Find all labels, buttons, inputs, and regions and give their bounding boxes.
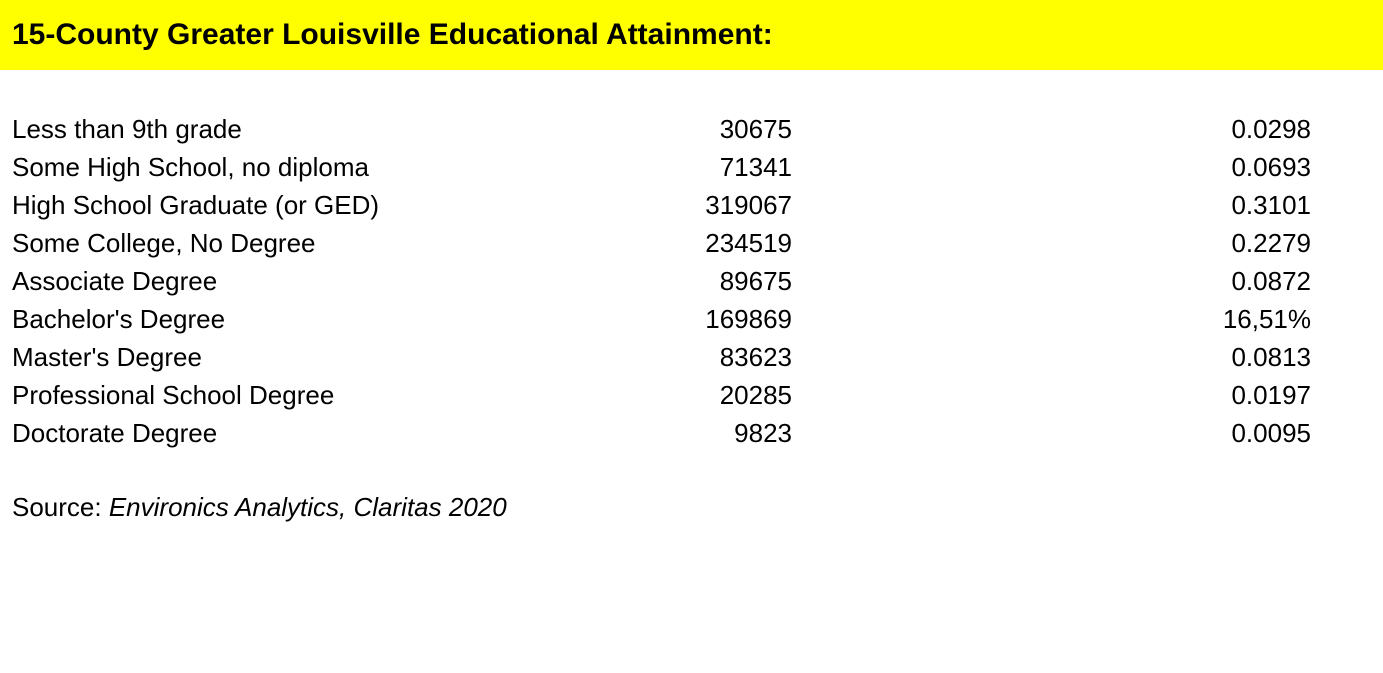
row-label: Associate Degree	[12, 266, 492, 297]
row-label: Bachelor's Degree	[12, 304, 492, 335]
row-label: Less than 9th grade	[12, 114, 492, 145]
educational-attainment-table: Less than 9th grade 30675 0.0298 Some Hi…	[12, 110, 1371, 452]
row-count: 71341	[492, 152, 792, 183]
row-label: Some College, No Degree	[12, 228, 492, 259]
table-row: Associate Degree 89675 0.0872	[12, 262, 1371, 300]
row-percentage: 0.0693	[792, 152, 1371, 183]
table-row: Doctorate Degree 9823 0.0095	[12, 414, 1371, 452]
row-label: Professional School Degree	[12, 380, 492, 411]
row-percentage: 0.3101	[792, 190, 1371, 221]
row-percentage: 0.0095	[792, 418, 1371, 449]
row-count: 89675	[492, 266, 792, 297]
header-bar: 15-County Greater Louisville Educational…	[0, 0, 1383, 70]
row-percentage: 0.0197	[792, 380, 1371, 411]
row-label: High School Graduate (or GED)	[12, 190, 492, 221]
row-percentage: 0.0298	[792, 114, 1371, 145]
table-row: Less than 9th grade 30675 0.0298	[12, 110, 1371, 148]
source-citation: Source: Environics Analytics, Claritas 2…	[0, 452, 1383, 523]
row-count: 169869	[492, 304, 792, 335]
table-row: Master's Degree 83623 0.0813	[12, 338, 1371, 376]
row-label: Some High School, no diploma	[12, 152, 492, 183]
row-percentage: 16,51%	[792, 304, 1371, 335]
table-row: Some College, No Degree 234519 0.2279	[12, 224, 1371, 262]
row-count: 9823	[492, 418, 792, 449]
row-percentage: 0.0872	[792, 266, 1371, 297]
row-percentage: 0.0813	[792, 342, 1371, 373]
table-row: Professional School Degree 20285 0.0197	[12, 376, 1371, 414]
source-text: Environics Analytics, Claritas 2020	[109, 492, 507, 522]
page-title: 15-County Greater Louisville Educational…	[12, 18, 1371, 52]
row-percentage: 0.2279	[792, 228, 1371, 259]
row-count: 83623	[492, 342, 792, 373]
row-count: 319067	[492, 190, 792, 221]
table-row: Some High School, no diploma 71341 0.069…	[12, 148, 1371, 186]
row-count: 20285	[492, 380, 792, 411]
table-container: Less than 9th grade 30675 0.0298 Some Hi…	[0, 70, 1383, 452]
table-row: Bachelor's Degree 169869 16,51%	[12, 300, 1371, 338]
source-prefix: Source:	[12, 492, 109, 522]
row-count: 234519	[492, 228, 792, 259]
row-count: 30675	[492, 114, 792, 145]
table-row: High School Graduate (or GED) 319067 0.3…	[12, 186, 1371, 224]
row-label: Doctorate Degree	[12, 418, 492, 449]
row-label: Master's Degree	[12, 342, 492, 373]
